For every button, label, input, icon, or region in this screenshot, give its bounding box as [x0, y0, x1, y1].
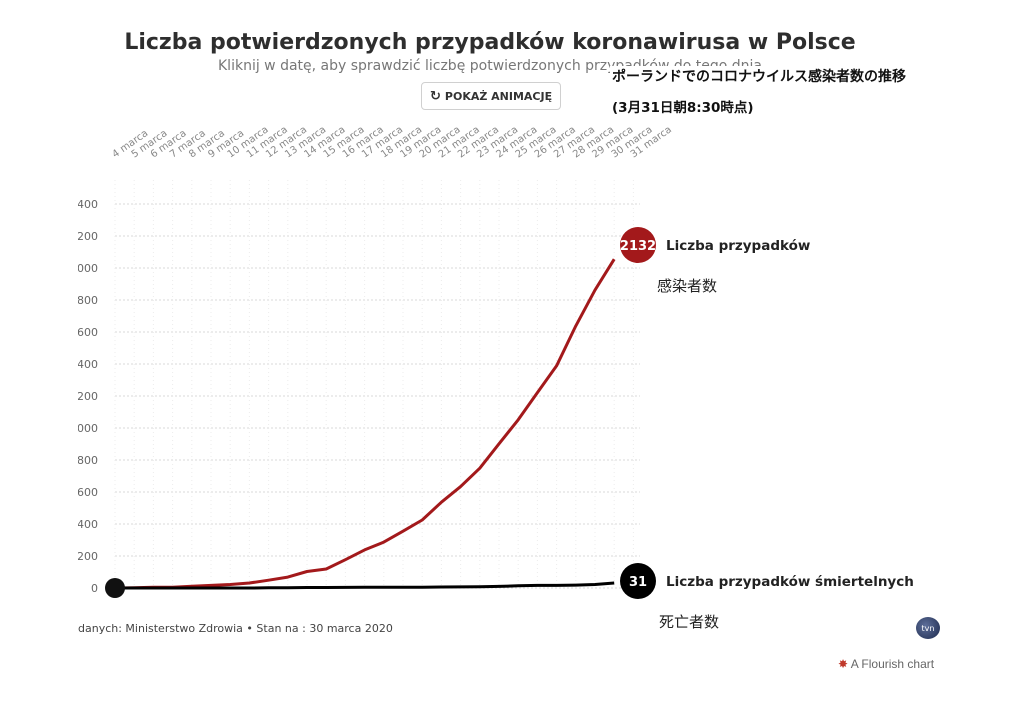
jp-title: ポーランドでのコロナウイルス感染者数の推移: [610, 66, 908, 86]
deaths-line: [115, 581, 615, 590]
y-tick-label: 200: [77, 550, 98, 563]
cases-series-label: Liczba przypadków: [666, 238, 810, 254]
y-tick-label: 800: [77, 454, 98, 467]
y-tick-label: 600: [77, 486, 98, 499]
start-point: [105, 578, 125, 598]
cases-end-value: 2132: [620, 239, 656, 254]
flourish-label: A Flourish chart: [850, 657, 935, 671]
cases-jp-label: 感染者数: [657, 277, 717, 295]
jp-note: (3月31日朝8:30時点): [612, 100, 754, 116]
cases-end-marker: [620, 227, 656, 263]
flourish-credit[interactable]: ✸ A Flourish chart: [838, 657, 934, 671]
y-tick-label: 400: [77, 518, 98, 531]
flourish-star-icon: ✸: [838, 657, 849, 671]
source-note: danych: Ministerstwo Zdrowia • Stan na :…: [78, 622, 393, 635]
deaths-end-value: 31: [629, 575, 647, 590]
tvn-logo: tvn: [916, 617, 940, 639]
chart-title: Liczba potwierdzonych przypadków koronaw…: [124, 30, 856, 55]
replay-icon: ↻: [430, 88, 441, 104]
cases-line: [114, 258, 616, 590]
y-tick-label: 0: [91, 582, 98, 595]
deaths-end-marker: [620, 563, 656, 599]
show-animation-label: POKAŻ ANIMACJĘ: [444, 89, 553, 103]
deaths-jp-label: 死亡者数: [659, 613, 719, 631]
crop-mask: [0, 190, 78, 600]
deaths-series-label: Liczba przypadków śmiertelnych: [666, 574, 914, 590]
show-animation-button[interactable]: ↻ POKAŻ ANIMACJĘ: [421, 82, 562, 110]
